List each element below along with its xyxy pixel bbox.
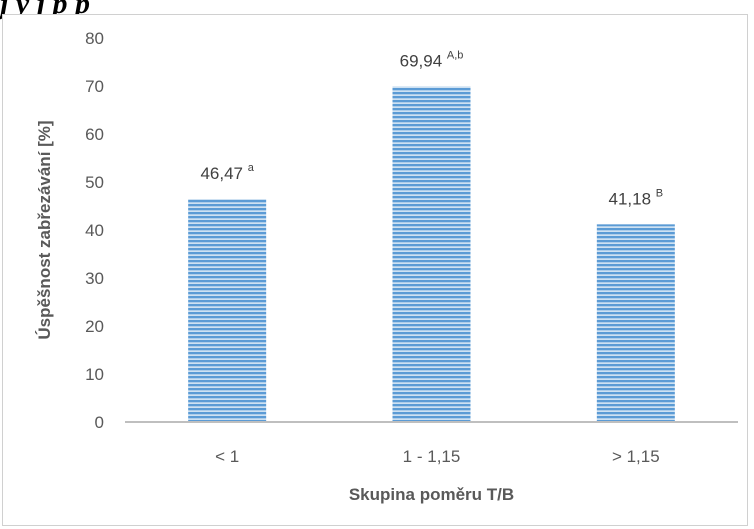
y-tick-label: 60 [85, 125, 104, 144]
data-label: 46,47 a [200, 162, 254, 183]
bar [392, 86, 471, 423]
y-axis-title: Úspěšnost zabřezávání [%] [35, 120, 54, 339]
y-tick-label: 50 [85, 173, 104, 192]
bar [596, 224, 675, 422]
y-tick-label: 30 [85, 269, 104, 288]
significance-superscript: B [656, 187, 663, 199]
bars [188, 86, 675, 423]
y-axis-ticks: 0 10 20 30 40 50 60 70 80 [85, 29, 104, 432]
x-tick-label: < 1 [215, 447, 239, 466]
x-axis-ticks: < 1 1 - 1,15 > 1,15 [215, 447, 660, 466]
bar [188, 198, 267, 422]
data-label: 69,94 A,b [400, 49, 464, 70]
x-tick-label: > 1,15 [612, 447, 660, 466]
y-tick-label: 40 [85, 221, 104, 240]
x-axis-title: Skupina poměru T/B [349, 485, 514, 504]
y-tick-label: 70 [85, 77, 104, 96]
y-tick-label: 80 [85, 29, 104, 48]
y-tick-label: 0 [95, 413, 104, 432]
data-labels: 46,47 a 69,94 A,b 41,18 B [200, 49, 663, 208]
significance-superscript: A,b [447, 49, 464, 61]
data-label: 41,18 B [609, 187, 664, 208]
x-tick-label: 1 - 1,15 [403, 447, 461, 466]
y-tick-label: 10 [85, 365, 104, 384]
y-tick-label: 20 [85, 317, 104, 336]
significance-superscript: a [248, 162, 255, 174]
